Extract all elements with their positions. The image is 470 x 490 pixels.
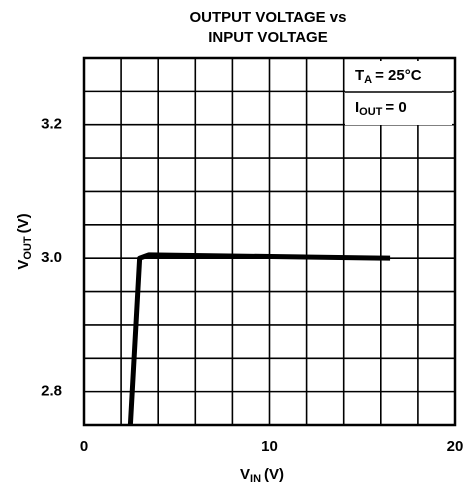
y-tick-label: 2.8 (41, 383, 62, 400)
x-axis-label: VIN (V) (240, 466, 284, 485)
y-tick-label: 3.2 (41, 116, 62, 133)
y-axis-label-sub: OUT (22, 236, 34, 260)
annotation-rest: = 25°C (375, 67, 422, 84)
x-axis-label-main: V (240, 466, 250, 483)
x-tick-label: 20 (447, 438, 464, 455)
y-axis-label-rest: (V) (15, 213, 32, 233)
annotation-box (345, 61, 452, 125)
annotation-main: I (355, 99, 359, 116)
annotation-main: T (355, 67, 364, 84)
data-line (127, 252, 391, 426)
annotation-sub: OUT (359, 106, 383, 118)
annotation-rest: = 0 (385, 99, 406, 116)
chart-title: INPUT VOLTAGE (208, 29, 327, 46)
x-axis-label-sub: IN (250, 473, 261, 485)
x-tick-label: 0 (80, 438, 88, 455)
x-axis-label-rest: (V) (264, 466, 284, 483)
chart-title: OUTPUT VOLTAGE vs (190, 9, 347, 26)
plot-frame (82, 56, 457, 427)
y-axis-label-main: V (15, 260, 32, 270)
y-tick-label: 3.0 (41, 249, 62, 266)
annotation: TA = 25°C (355, 67, 422, 86)
x-tick-label: 10 (261, 438, 278, 455)
annotation-sub: A (364, 74, 372, 86)
annotation: IOUT = 0 (355, 99, 407, 118)
y-axis-label: VOUT (V) (15, 213, 34, 269)
